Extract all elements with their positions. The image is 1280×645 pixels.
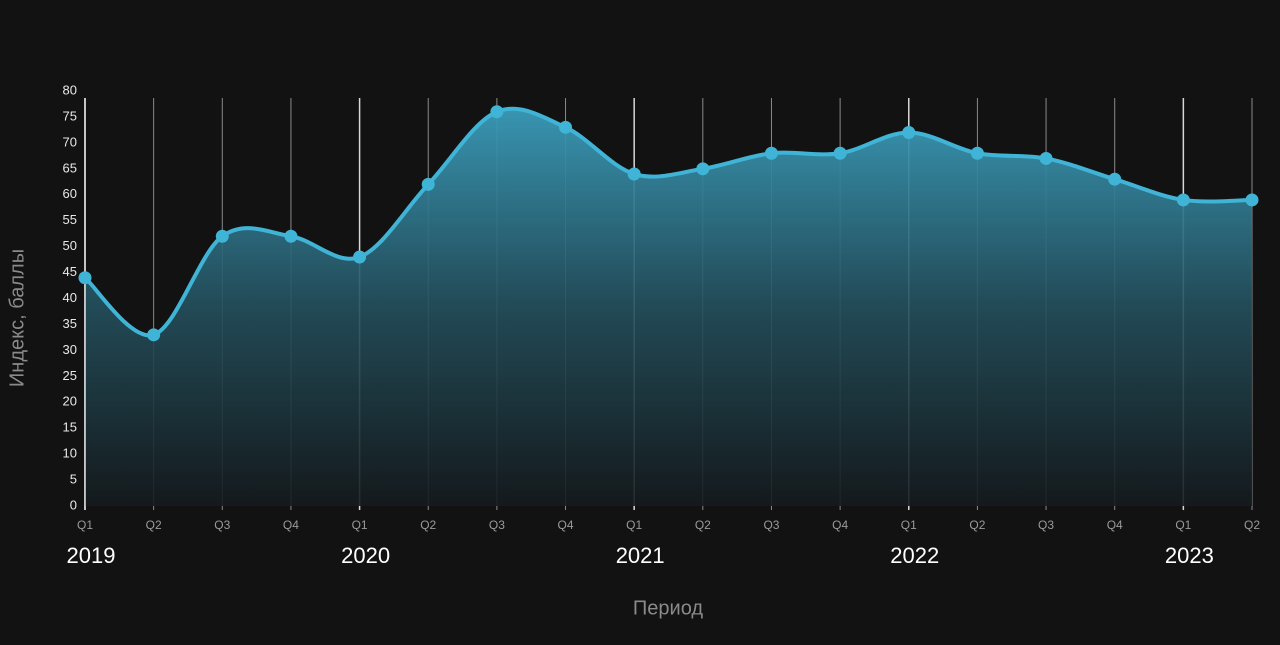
y-tick-label: 50 [63, 238, 77, 253]
point [627, 167, 641, 181]
y-tick-label: 45 [63, 264, 77, 279]
x-tick-label: Q4 [832, 518, 848, 532]
x-tick-label: Q4 [1107, 518, 1123, 532]
point [970, 146, 984, 160]
x-tick-label: Q1 [352, 518, 368, 532]
point [421, 177, 435, 191]
x-tick-label: Q3 [214, 518, 230, 532]
y-tick-label: 80 [63, 82, 77, 97]
x-tick-label: Q1 [901, 518, 917, 532]
year-label: 2019 [67, 543, 116, 568]
point [284, 229, 298, 243]
x-tick-label: Q3 [763, 518, 779, 532]
year-label: 2021 [616, 543, 665, 568]
y-tick-label: 60 [63, 186, 77, 201]
x-tick-label: Q1 [77, 518, 93, 532]
y-tick-label: 5 [70, 472, 77, 487]
y-tick-label: 10 [63, 446, 77, 461]
x-tick-label: Q2 [695, 518, 711, 532]
y-tick-label: 20 [63, 394, 77, 409]
point [215, 229, 229, 243]
x-tick-label: Q2 [420, 518, 436, 532]
x-axis-label: Период [633, 597, 703, 619]
y-tick-label: 25 [63, 368, 77, 383]
x-tick-label: Q3 [489, 518, 505, 532]
point [559, 120, 573, 134]
x-tick-label: Q1 [1175, 518, 1191, 532]
point [490, 105, 504, 119]
point [1176, 193, 1190, 207]
point [147, 328, 161, 342]
point [833, 146, 847, 160]
x-tick-label: Q3 [1038, 518, 1054, 532]
point [78, 271, 92, 285]
year-label: 2020 [341, 543, 390, 568]
y-axis-label: Индекс, баллы [6, 249, 28, 387]
y-tick-label: 65 [63, 160, 77, 175]
y-tick-label: 70 [63, 134, 77, 149]
point [353, 250, 367, 264]
x-tick-label: Q2 [969, 518, 985, 532]
y-tick-label: 75 [63, 108, 77, 123]
area-fill [85, 108, 1252, 507]
y-tick-label: 0 [70, 497, 77, 512]
y-tick-label: 35 [63, 316, 77, 331]
y-tick-label: 15 [63, 420, 77, 435]
x-tick-label: Q4 [558, 518, 574, 532]
y-tick-label: 30 [63, 342, 77, 357]
point [764, 146, 778, 160]
y-tick-label: 55 [63, 212, 77, 227]
year-label: 2022 [890, 543, 939, 568]
y-tick-label: 40 [63, 290, 77, 305]
point [1108, 172, 1122, 186]
x-tick-label: Q1 [626, 518, 642, 532]
point [1039, 151, 1053, 165]
x-tick-label: Q2 [146, 518, 162, 532]
x-tick-label: Q2 [1244, 518, 1260, 532]
x-tick-label: Q4 [283, 518, 299, 532]
point [902, 126, 916, 139]
year-label: 2023 [1165, 543, 1214, 568]
point [1245, 193, 1259, 207]
point [696, 162, 710, 176]
